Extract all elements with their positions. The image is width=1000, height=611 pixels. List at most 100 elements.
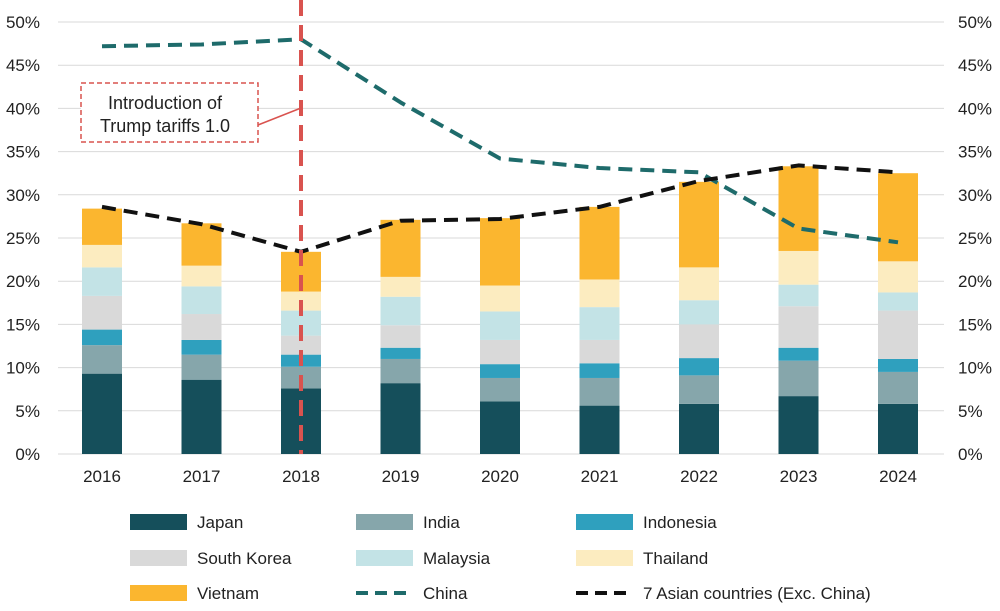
bar-south-korea-2017 <box>181 314 222 340</box>
bar-south-korea-2023 <box>778 306 819 348</box>
bar-malaysia-2023 <box>778 284 819 307</box>
bar-japan-2020 <box>480 401 520 454</box>
y-tick-label-right: 40% <box>958 99 992 118</box>
legend-swatch-thailand <box>576 550 633 566</box>
legend-swatch-vietnam <box>130 585 187 601</box>
bar-japan-2019 <box>380 383 421 454</box>
bar-indonesia-2017 <box>181 339 222 355</box>
bar-malaysia-2019 <box>380 296 421 326</box>
bar-south-korea-2020 <box>480 339 520 365</box>
bar-japan-2024 <box>878 403 918 454</box>
line-series <box>101 37 899 254</box>
legend-label-japan: Japan <box>197 513 243 532</box>
y-tick-label-right: 15% <box>958 315 992 334</box>
bar-vietnam-2024 <box>878 173 918 262</box>
bar-south-korea-2022 <box>679 324 719 359</box>
legend-label-thailand: Thailand <box>643 549 708 568</box>
legend-label-indonesia: Indonesia <box>643 513 717 532</box>
x-tick-label: 2022 <box>680 467 718 486</box>
bar-japan-2017 <box>181 379 222 454</box>
y-tick-label-left: 20% <box>6 272 40 291</box>
x-axis: 2016 2017 2018 2019 2020 2021 2022 2023 2024 <box>83 467 917 486</box>
y-tick-label-left: 35% <box>6 143 40 162</box>
x-tick-label: 2020 <box>481 467 519 486</box>
legend-label-south-korea: South Korea <box>197 549 292 568</box>
annotation-text-line-2: Trump tariffs 1.0 <box>100 116 230 136</box>
bar-japan-2021 <box>579 405 620 454</box>
bar-malaysia-2016 <box>82 267 122 296</box>
annotation-box <box>80 82 259 143</box>
bar-thailand-2020 <box>480 285 520 312</box>
y-tick-label-left: 40% <box>6 99 40 118</box>
y-tick-label-right: 20% <box>958 272 992 291</box>
bar-vietnam-2016 <box>82 208 122 245</box>
legend: Japan India Indonesia South Korea Malaysia Th… <box>130 513 871 603</box>
bar-south-korea-2021 <box>579 339 620 364</box>
y-tick-label-right: 50% <box>958 13 992 32</box>
annotation-text-line-1: Introduction of <box>108 93 223 113</box>
line-7-asian-countries-exc-china- <box>101 163 899 254</box>
bar-malaysia-2024 <box>878 292 918 311</box>
bar-thailand-2017 <box>181 265 222 287</box>
x-tick-label: 2024 <box>879 467 917 486</box>
bar-vietnam-2019 <box>380 219 421 277</box>
legend-label-malaysia: Malaysia <box>423 549 491 568</box>
bar-thailand-2022 <box>679 267 719 301</box>
y-tick-label-left: 5% <box>15 402 40 421</box>
bar-india-2022 <box>679 375 719 404</box>
x-tick-label: 2017 <box>183 467 221 486</box>
bar-indonesia-2024 <box>878 358 918 372</box>
y-tick-label-left: 0% <box>15 445 40 464</box>
legend-swatch-south-korea <box>130 550 187 566</box>
legend-swatch-india <box>356 514 413 530</box>
bar-vietnam-2020 <box>480 218 520 286</box>
x-tick-label: 2018 <box>282 467 320 486</box>
bar-indonesia-2021 <box>579 363 620 378</box>
legend-label-china: China <box>423 584 468 603</box>
x-tick-label: 2023 <box>780 467 818 486</box>
y-axis-left: 0% 5% 10% 15% 20% 25% 30% 35% 40% 45% 50% <box>6 13 40 464</box>
legend-swatch-japan <box>130 514 187 530</box>
y-tick-label-right: 10% <box>958 359 992 378</box>
bar-indonesia-2020 <box>480 364 520 378</box>
bar-vietnam-2017 <box>181 223 222 266</box>
bar-malaysia-2021 <box>579 307 620 340</box>
y-tick-label-right: 5% <box>958 402 983 421</box>
legend-swatch-indonesia <box>576 514 633 530</box>
bar-india-2024 <box>878 371 918 404</box>
y-tick-label-right: 35% <box>958 143 992 162</box>
bar-south-korea-2016 <box>82 295 122 330</box>
y-tick-label-left: 10% <box>6 359 40 378</box>
bar-india-2021 <box>579 377 620 406</box>
bar-thailand-2016 <box>82 244 122 268</box>
y-tick-label-left: 50% <box>6 13 40 32</box>
bar-india-2020 <box>480 377 520 402</box>
x-tick-label: 2019 <box>382 467 420 486</box>
y-tick-label-right: 25% <box>958 229 992 248</box>
y-tick-label-right: 45% <box>958 56 992 75</box>
bar-thailand-2024 <box>878 261 918 293</box>
bar-vietnam-2022 <box>679 181 719 268</box>
bar-japan-2022 <box>679 403 719 454</box>
x-tick-label: 2016 <box>83 467 121 486</box>
bar-indonesia-2022 <box>679 358 719 376</box>
bar-india-2016 <box>82 345 122 374</box>
tariff-annotation: Introduction of Trump tariffs 1.0 <box>80 0 303 454</box>
bar-japan-2016 <box>82 373 122 454</box>
line-china <box>101 37 899 245</box>
bar-malaysia-2020 <box>480 311 520 340</box>
annotation-connector <box>257 107 302 126</box>
legend-label-7-asian-countries-exc-china-: 7 Asian countries (Exc. China) <box>643 584 871 603</box>
bar-south-korea-2019 <box>380 325 421 348</box>
bar-india-2019 <box>380 358 421 384</box>
legend-label-vietnam: Vietnam <box>197 584 259 603</box>
bar-india-2023 <box>778 360 819 397</box>
bar-indonesia-2019 <box>380 347 421 359</box>
bar-indonesia-2016 <box>82 329 122 346</box>
bar-malaysia-2022 <box>679 300 719 325</box>
bar-south-korea-2018 <box>281 335 321 355</box>
bar-vietnam-2021 <box>579 206 620 280</box>
legend-swatch-malaysia <box>356 550 413 566</box>
